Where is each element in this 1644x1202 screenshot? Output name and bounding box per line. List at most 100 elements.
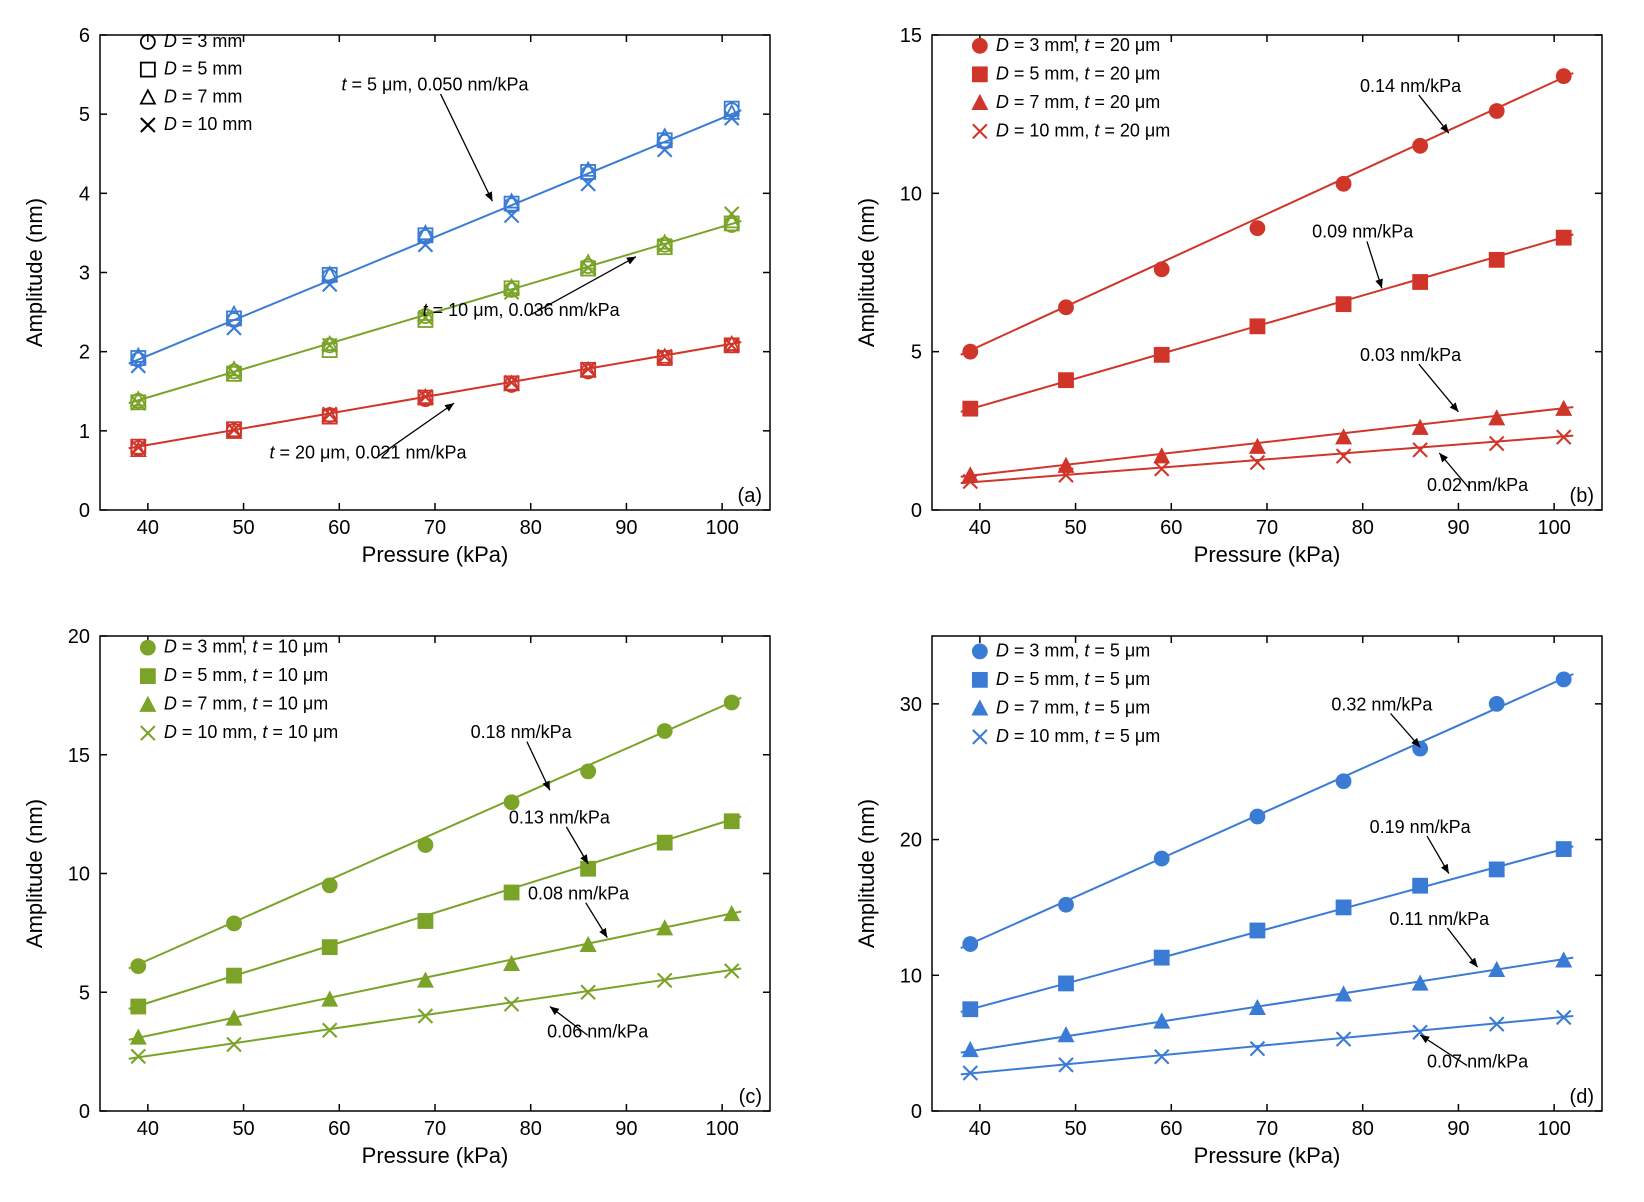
- annotation: 0.08 nm/kPa: [528, 884, 630, 904]
- xtick-label: 70: [1256, 517, 1278, 539]
- ytick-label: 3: [79, 263, 90, 285]
- ytick-label: 15: [68, 745, 90, 767]
- ytick-label: 20: [900, 830, 922, 852]
- xtick-label: 60: [328, 517, 350, 539]
- annotation: 0.09 nm/kPa: [1312, 222, 1414, 242]
- annotation: 0.11 nm/kPa: [1389, 909, 1490, 929]
- xtick-label: 80: [1352, 1118, 1374, 1140]
- xlabel: Pressure (kPa): [1194, 1143, 1341, 1168]
- annotation: 0.02 nm/kPa: [1427, 475, 1529, 495]
- xtick-label: 50: [232, 517, 254, 539]
- annotation: 0.03 nm/kPa: [1360, 345, 1462, 365]
- ytick-label: 0: [911, 500, 922, 522]
- legend-label: D = 3 mm, t = 10 μm: [164, 637, 328, 657]
- xtick-label: 40: [137, 1118, 159, 1140]
- xtick-label: 60: [328, 1118, 350, 1140]
- legend-label: D = 3 mm, t = 20 μm: [996, 35, 1160, 55]
- legend-label: D = 7 mm, t = 5 μm: [996, 697, 1150, 717]
- panel-letter: (b): [1570, 485, 1594, 507]
- ytick-label: 1: [79, 421, 90, 443]
- xlabel: Pressure (kPa): [362, 1143, 509, 1168]
- xtick-label: 40: [969, 517, 991, 539]
- legend-label: D = 5 mm, t = 5 μm: [996, 669, 1150, 689]
- xtick-label: 50: [1064, 1118, 1086, 1140]
- ytick-label: 0: [911, 1101, 922, 1123]
- xtick-label: 90: [1447, 1118, 1469, 1140]
- legend-label: D = 7 mm, t = 10 μm: [164, 694, 328, 714]
- panel-d-container: 40 50 60 70 80 90 100 0 10 20 30 Pressure (kPa) Ampl…: [852, 621, 1624, 1182]
- annotation: 0.13 nm/kPa: [509, 808, 611, 828]
- xtick-label: 100: [705, 517, 738, 539]
- panel-b-container: 40 50 60 70 80 90 100 0 5 10 15 Pressure (kPa) Ampli…: [852, 20, 1624, 581]
- xtick-label: 40: [137, 517, 159, 539]
- legend-label: D = 10 mm: [164, 114, 253, 134]
- ytick-label: 5: [79, 982, 90, 1004]
- ylabel: Amplitude (nm): [854, 198, 879, 347]
- ytick-label: 10: [900, 965, 922, 987]
- panel-letter: (a): [738, 485, 762, 507]
- xtick-label: 80: [520, 1118, 542, 1140]
- ytick-label: 30: [900, 694, 922, 716]
- xtick-label: 60: [1160, 1118, 1182, 1140]
- xtick-label: 40: [969, 1118, 991, 1140]
- xtick-label: 70: [424, 517, 446, 539]
- legend-label: D = 7 mm: [164, 86, 243, 106]
- xtick-label: 80: [1352, 517, 1374, 539]
- ytick-label: 2: [79, 342, 90, 364]
- legend-label: D = 7 mm, t = 20 μm: [996, 92, 1160, 112]
- xtick-label: 90: [1447, 517, 1469, 539]
- legend-label: D = 5 mm, t = 20 μm: [996, 63, 1160, 83]
- legend-label: D = 10 mm, t = 10 μm: [164, 722, 338, 742]
- legend-label: D = 3 mm, t = 5 μm: [996, 640, 1150, 660]
- annotation: 0.06 nm/kPa: [547, 1021, 649, 1041]
- ylabel: Amplitude (nm): [854, 799, 879, 948]
- annotation: 0.14 nm/kPa: [1360, 76, 1462, 96]
- annotation: t = 20 μm, 0.021 nm/kPa: [270, 443, 468, 463]
- ytick-label: 20: [68, 626, 90, 648]
- panel-letter: (c): [739, 1086, 762, 1108]
- ytick-label: 15: [900, 25, 922, 47]
- panel-a-container: 40 50 60 70 80 90 100 0 1 2 3 4 5 6 Pressure (kPa) Ampl…: [20, 20, 792, 581]
- xtick-label: 90: [615, 1118, 637, 1140]
- xtick-label: 70: [1256, 1118, 1278, 1140]
- xtick-label: 60: [1160, 517, 1182, 539]
- xtick-label: 100: [1537, 1118, 1570, 1140]
- xtick-label: 50: [232, 1118, 254, 1140]
- xtick-label: 70: [424, 1118, 446, 1140]
- chart-grid: 4050607080901000123456Pressure (kPa)Ampl…: [20, 20, 1624, 1182]
- ytick-label: 4: [79, 183, 90, 205]
- legend-label: D = 3 mm: [164, 31, 243, 51]
- xtick-label: 80: [520, 517, 542, 539]
- xtick-label: 100: [705, 1118, 738, 1140]
- ytick-label: 6: [79, 25, 90, 47]
- ytick-label: 5: [79, 104, 90, 126]
- xlabel: Pressure (kPa): [1194, 542, 1341, 567]
- ytick-label: 10: [900, 183, 922, 205]
- panel-d: 40 50 60 70 80 90 100 0 10 20 30 Pressure (kPa) Ampl…: [852, 621, 1622, 1181]
- annotation: 0.07 nm/kPa: [1427, 1052, 1529, 1072]
- annotation: 0.32 nm/kPa: [1331, 695, 1433, 715]
- legend-label: D = 10 mm, t = 5 μm: [996, 726, 1160, 746]
- panel-a: 40 50 60 70 80 90 100 0 1 2 3 4 5 6 Pressure (kPa) Ampl…: [20, 20, 790, 580]
- xlabel: Pressure (kPa): [362, 542, 509, 567]
- annotation: t = 10 μm, 0.036 nm/kPa: [423, 300, 621, 320]
- panel-b: 40 50 60 70 80 90 100 0 5 10 15 Pressure (kPa) Ampli…: [852, 20, 1622, 580]
- annotation: 0.18 nm/kPa: [471, 722, 573, 742]
- annotation: t = 5 μm, 0.050 nm/kPa: [342, 74, 530, 94]
- ylabel: Amplitude (nm): [22, 799, 47, 948]
- ylabel: Amplitude (nm): [22, 198, 47, 347]
- legend-label: D = 5 mm: [164, 59, 243, 79]
- panel-letter: (d): [1570, 1086, 1594, 1108]
- xtick-label: 90: [615, 517, 637, 539]
- ytick-label: 10: [68, 864, 90, 886]
- xtick-label: 50: [1064, 517, 1086, 539]
- legend-label: D = 10 mm, t = 20 μm: [996, 120, 1170, 140]
- panel-c-container: 40 50 60 70 80 90 100 0 5 10 15 20 Pressure (kPa) Amp…: [20, 621, 792, 1182]
- ytick-label: 5: [911, 342, 922, 364]
- xtick-label: 100: [1537, 517, 1570, 539]
- ytick-label: 0: [79, 1101, 90, 1123]
- panel-c: 40 50 60 70 80 90 100 0 5 10 15 20 Pressure (kPa) Amp…: [20, 621, 790, 1181]
- annotation: 0.19 nm/kPa: [1370, 817, 1472, 837]
- legend-label: D = 5 mm, t = 10 μm: [164, 665, 328, 685]
- ytick-label: 0: [79, 500, 90, 522]
